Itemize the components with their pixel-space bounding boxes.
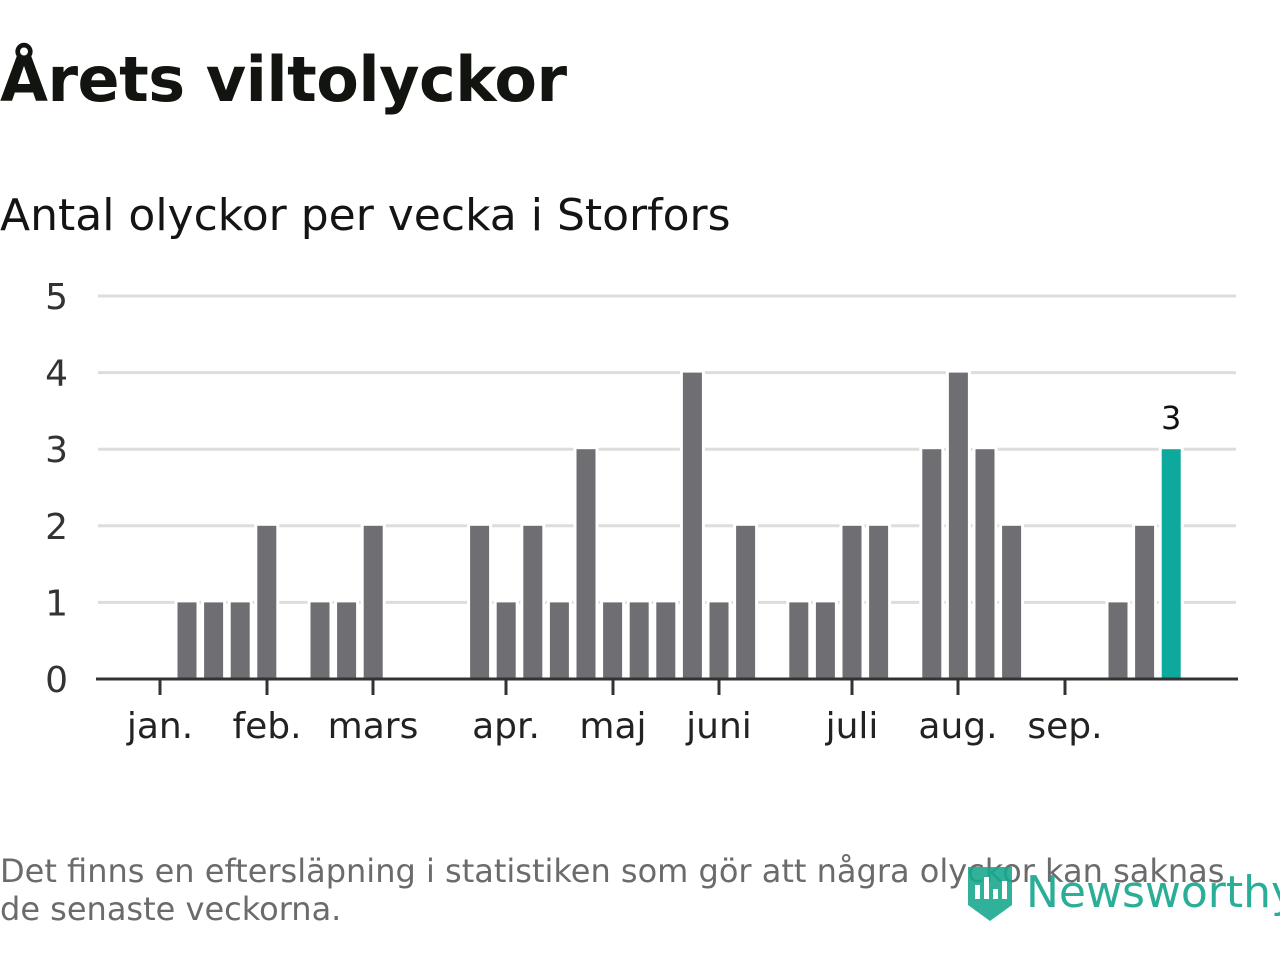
x-tick-label: apr. bbox=[472, 706, 540, 747]
bar bbox=[177, 602, 197, 679]
y-tick-label: 3 bbox=[45, 430, 68, 471]
bar bbox=[975, 449, 995, 679]
bar bbox=[204, 602, 224, 679]
x-tick-label: juni bbox=[685, 706, 752, 747]
y-tick-label: 2 bbox=[45, 507, 68, 548]
bar bbox=[470, 525, 490, 679]
bar bbox=[869, 525, 889, 679]
bar bbox=[789, 602, 809, 679]
x-tick-label: jan. bbox=[126, 706, 193, 747]
bar bbox=[922, 449, 942, 679]
bar bbox=[1135, 525, 1155, 679]
bar bbox=[656, 602, 676, 679]
y-tick-label: 4 bbox=[45, 354, 68, 395]
bars bbox=[174, 370, 1184, 679]
bar bbox=[549, 602, 569, 679]
bar bbox=[1108, 602, 1128, 679]
y-tick-label: 1 bbox=[45, 583, 68, 624]
x-tick-label: sep. bbox=[1027, 706, 1102, 747]
bar bbox=[523, 525, 543, 679]
x-tick-label: aug. bbox=[918, 706, 997, 747]
bar bbox=[736, 525, 756, 679]
x-tick-label: mars bbox=[328, 706, 419, 747]
bar-chart: 0 1 2 3 4 5 jan. feb. mars apr. maj juni juli aug. se… bbox=[45, 277, 1238, 747]
bar bbox=[842, 525, 862, 679]
y-axis-ticks: 0 1 2 3 4 5 bbox=[45, 277, 68, 701]
x-tick-label: juli bbox=[825, 706, 879, 747]
highlight-value-label: 3 bbox=[1161, 399, 1181, 437]
newsworthy-logo-icon bbox=[968, 867, 1012, 921]
bar bbox=[363, 525, 383, 679]
bar bbox=[337, 602, 357, 679]
bar bbox=[709, 602, 729, 679]
x-axis-ticks: jan. feb. mars apr. maj juni juli aug. sep. bbox=[126, 679, 1103, 747]
bar-highlight bbox=[1161, 449, 1181, 679]
bar bbox=[576, 449, 596, 679]
bar bbox=[948, 372, 968, 679]
bar bbox=[603, 602, 623, 679]
x-tick-label: maj bbox=[579, 706, 646, 747]
chart-subtitle: Antal olyckor per vecka i Storfors bbox=[0, 190, 731, 241]
grid-layer bbox=[98, 294, 1236, 604]
bar bbox=[1002, 525, 1022, 679]
chart-title: Årets viltolyckor bbox=[0, 43, 567, 116]
bar bbox=[496, 602, 516, 679]
y-tick-label: 0 bbox=[45, 660, 68, 701]
bar bbox=[310, 602, 330, 679]
y-tick-label: 5 bbox=[45, 277, 68, 318]
footnote: Det finns en eftersläpning i statistiken… bbox=[0, 852, 1225, 928]
bar bbox=[230, 602, 250, 679]
x-tick-label: feb. bbox=[232, 706, 301, 747]
brand-name: Newsworthy bbox=[1026, 867, 1280, 918]
bar bbox=[682, 372, 702, 679]
bar bbox=[815, 602, 835, 679]
brand-logo: Newsworthy bbox=[964, 858, 1280, 928]
bar bbox=[629, 602, 649, 679]
bar bbox=[257, 525, 277, 679]
